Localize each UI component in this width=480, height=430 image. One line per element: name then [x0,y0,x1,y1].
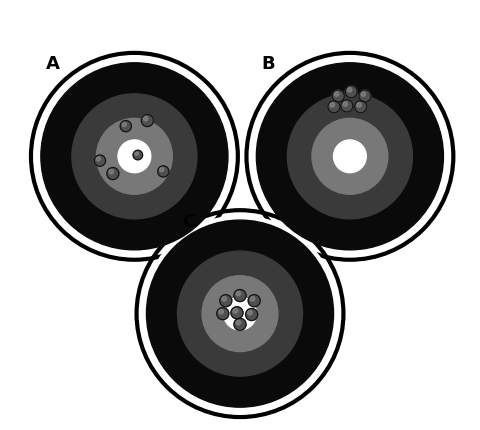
Circle shape [248,310,252,315]
Circle shape [343,102,348,107]
Circle shape [152,226,328,402]
Circle shape [142,216,338,412]
Circle shape [246,54,453,260]
Circle shape [178,252,302,376]
Circle shape [96,157,100,162]
Circle shape [236,320,240,325]
Circle shape [234,319,246,331]
Circle shape [109,170,113,175]
Circle shape [137,211,344,417]
Circle shape [146,221,334,407]
Text: C: C [182,212,195,230]
Text: A: A [46,55,60,73]
Circle shape [222,297,227,301]
Circle shape [355,101,367,114]
Circle shape [95,156,106,167]
Circle shape [334,141,366,173]
Circle shape [224,298,256,330]
Circle shape [256,64,444,250]
Circle shape [217,308,229,320]
Circle shape [72,95,197,219]
Circle shape [41,64,228,250]
Circle shape [252,59,448,255]
Circle shape [288,95,412,219]
Circle shape [347,88,352,93]
Circle shape [330,103,335,108]
Circle shape [234,290,246,302]
Circle shape [120,121,132,132]
Circle shape [202,276,278,352]
Circle shape [332,91,344,103]
Circle shape [135,152,138,156]
Circle shape [345,86,357,98]
Circle shape [144,117,148,122]
Circle shape [118,141,151,173]
Circle shape [236,292,240,296]
Circle shape [219,310,223,314]
Circle shape [122,123,126,127]
Circle shape [361,92,366,97]
Circle shape [159,168,164,172]
Circle shape [246,309,258,321]
Circle shape [157,166,169,178]
Circle shape [328,101,340,114]
Circle shape [341,101,353,113]
Circle shape [46,69,223,245]
Circle shape [250,297,255,301]
Circle shape [31,54,238,260]
Circle shape [262,69,438,245]
Circle shape [357,103,361,108]
Circle shape [220,295,232,307]
Circle shape [107,168,119,180]
Circle shape [96,119,172,195]
Circle shape [36,59,232,255]
Circle shape [133,151,143,160]
Circle shape [248,295,260,307]
Circle shape [312,119,388,195]
Circle shape [141,115,154,127]
Circle shape [231,307,243,319]
Circle shape [233,309,238,313]
Circle shape [359,91,371,103]
Circle shape [334,92,339,97]
Text: B: B [262,55,275,73]
